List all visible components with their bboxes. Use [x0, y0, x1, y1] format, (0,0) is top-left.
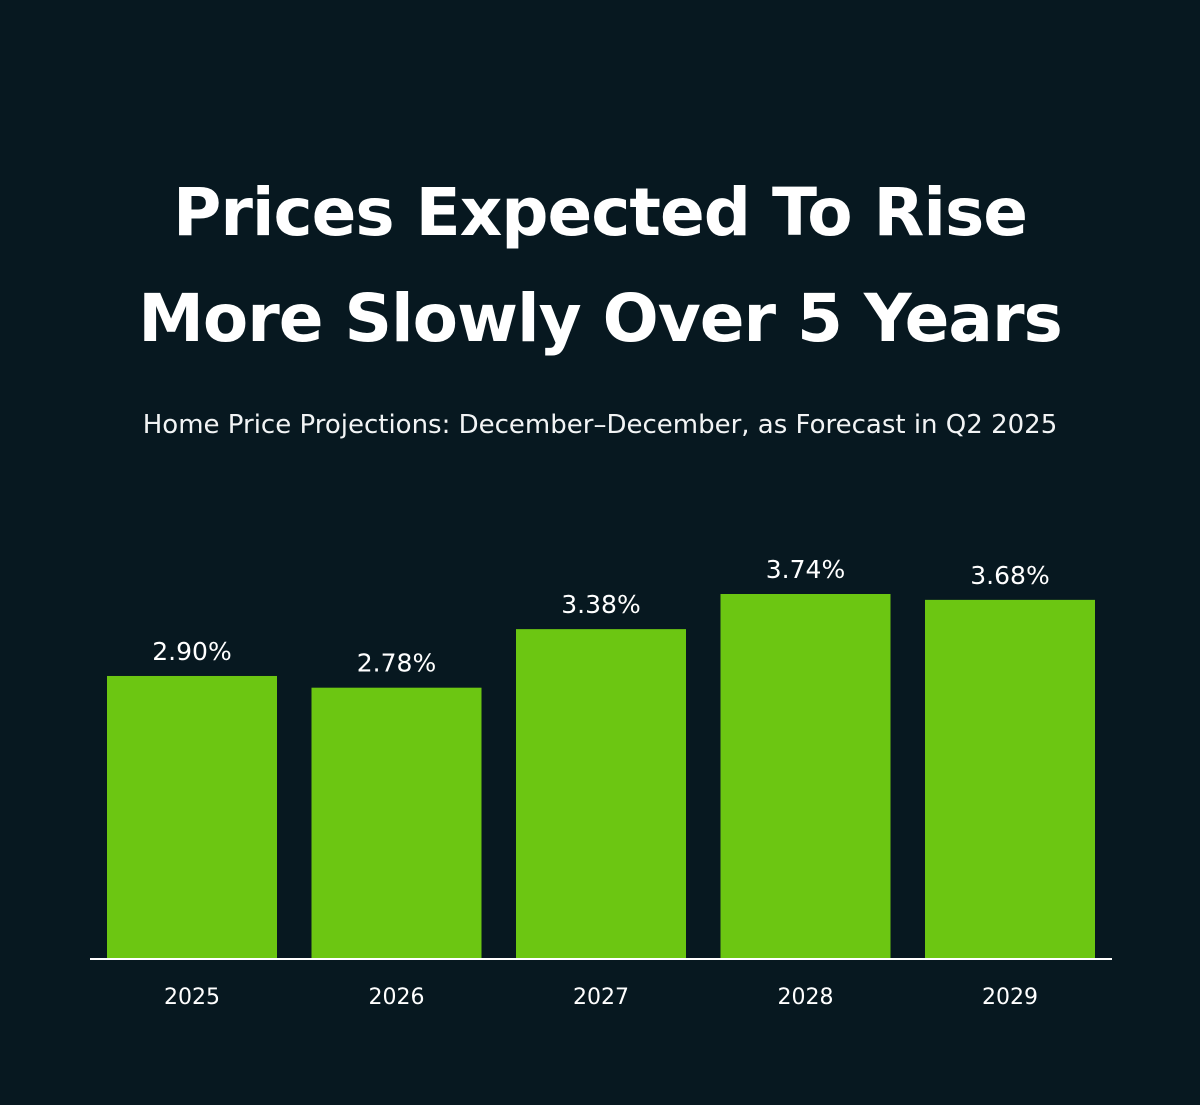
- x-tick-label-2028: 2028: [778, 985, 834, 1010]
- chart-subtitle: Home Price Projections: December–Decembe…: [142, 410, 1058, 440]
- bars-group: [107, 594, 1095, 959]
- x-tick-label-2025: 2025: [164, 985, 220, 1010]
- bar-2029: [925, 599, 1095, 959]
- bar-2026: [311, 687, 482, 959]
- bar-2028: [720, 594, 891, 959]
- value-label-2027: 3.38%: [561, 590, 640, 619]
- value-label-2028: 3.74%: [766, 555, 845, 584]
- x-tick-label-2027: 2027: [573, 985, 629, 1010]
- x-tick-label-2026: 2026: [369, 985, 425, 1010]
- chart-title: Prices Expected To Rise More Slowly Over…: [0, 160, 1200, 372]
- x-tick-labels-group: 2025 2026 2027 2028 2029: [164, 985, 1038, 1010]
- x-tick-label-2029: 2029: [982, 985, 1038, 1010]
- bar-2025: [107, 675, 277, 959]
- value-label-2025: 2.90%: [152, 637, 231, 666]
- value-labels-group: 2.90% 2.78% 3.38% 3.74% 3.68%: [152, 555, 1049, 678]
- value-label-2026: 2.78%: [357, 649, 436, 678]
- chart-title-line-1: Prices Expected To Rise: [172, 174, 1028, 251]
- value-label-2029: 3.68%: [970, 561, 1049, 590]
- bar-2027: [516, 629, 686, 959]
- chart-title-line-2: More Slowly Over 5 Years: [138, 280, 1063, 357]
